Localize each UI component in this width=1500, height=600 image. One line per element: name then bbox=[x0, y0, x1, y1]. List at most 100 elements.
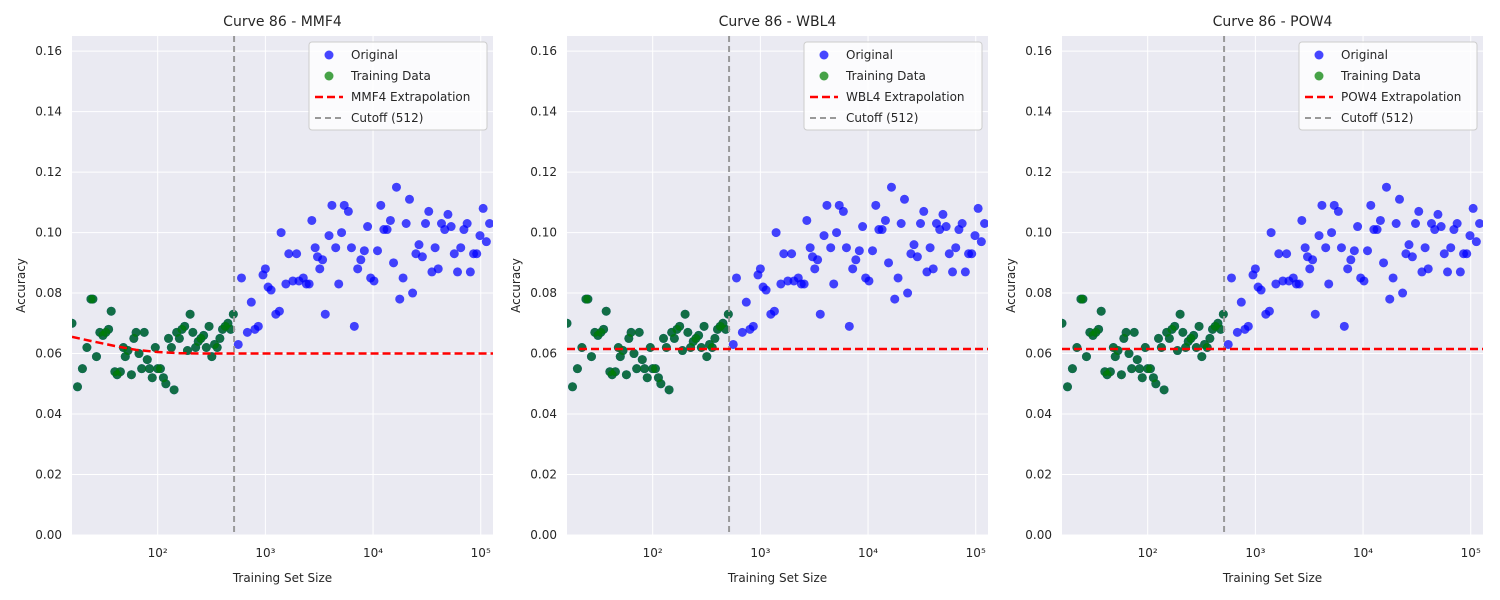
original-point bbox=[877, 225, 887, 235]
original-point bbox=[844, 321, 854, 331]
training-point bbox=[134, 349, 144, 359]
original-point bbox=[274, 306, 284, 316]
training-point bbox=[1189, 330, 1199, 340]
training-point bbox=[82, 342, 92, 352]
original-point bbox=[408, 288, 418, 298]
original-point bbox=[822, 200, 832, 210]
original-point bbox=[912, 252, 922, 262]
original-point bbox=[1339, 321, 1349, 331]
training-point bbox=[185, 309, 195, 319]
legend-marker-training bbox=[324, 71, 334, 81]
original-point bbox=[1232, 327, 1242, 337]
y-tick-label: 0.08 bbox=[35, 286, 62, 300]
training-point bbox=[142, 355, 152, 365]
original-point bbox=[1468, 203, 1478, 213]
training-point bbox=[721, 324, 731, 334]
training-point bbox=[1159, 385, 1169, 395]
original-point bbox=[1274, 249, 1284, 259]
x-tick-label: 10⁴ bbox=[858, 546, 878, 560]
original-point bbox=[276, 228, 286, 238]
legend-label: Training Data bbox=[1340, 69, 1421, 83]
original-point bbox=[1271, 279, 1281, 289]
training-point bbox=[1154, 333, 1164, 343]
x-tick-label: 10⁵ bbox=[471, 546, 491, 560]
original-point bbox=[1420, 243, 1430, 253]
training-point bbox=[723, 309, 733, 319]
original-point bbox=[304, 279, 314, 289]
training-point bbox=[126, 370, 136, 380]
original-point bbox=[731, 273, 741, 283]
original-point bbox=[1349, 246, 1359, 256]
x-tick-label: 10³ bbox=[1245, 546, 1265, 560]
y-tick-label: 0.10 bbox=[530, 226, 557, 240]
y-tick-label: 0.02 bbox=[530, 468, 557, 482]
original-point bbox=[1372, 225, 1382, 235]
y-axis-label: Accuracy bbox=[14, 258, 28, 313]
training-point bbox=[72, 318, 77, 328]
training-point bbox=[642, 373, 652, 383]
x-tick-label: 10⁵ bbox=[1461, 546, 1481, 560]
training-point bbox=[77, 364, 87, 374]
training-point bbox=[577, 342, 587, 352]
x-tick-label: 10² bbox=[148, 546, 168, 560]
original-point bbox=[233, 339, 243, 349]
legend: Original Training Data POW4 Extrapolation C… bbox=[1298, 41, 1478, 131]
original-point bbox=[475, 231, 485, 241]
original-point bbox=[787, 249, 797, 259]
original-point bbox=[1423, 264, 1433, 274]
training-point bbox=[669, 333, 679, 343]
original-point bbox=[909, 240, 919, 250]
training-point bbox=[1151, 379, 1161, 389]
original-point bbox=[266, 285, 276, 295]
training-point bbox=[699, 321, 709, 331]
training-point bbox=[707, 342, 717, 352]
original-point bbox=[1310, 309, 1320, 319]
legend-label: WBL4 Extrapolation bbox=[846, 90, 965, 104]
training-point bbox=[694, 330, 704, 340]
original-point bbox=[1266, 228, 1276, 238]
training-point bbox=[1202, 342, 1212, 352]
training-point bbox=[169, 385, 179, 395]
original-point bbox=[1226, 273, 1236, 283]
original-point bbox=[1243, 321, 1253, 331]
original-point bbox=[1343, 264, 1353, 274]
original-point bbox=[1394, 194, 1404, 204]
original-point bbox=[331, 243, 341, 253]
original-point bbox=[903, 288, 913, 298]
original-point bbox=[1336, 243, 1346, 253]
legend-label: Training Data bbox=[350, 69, 431, 83]
y-tick-label: 0.10 bbox=[1025, 226, 1052, 240]
original-point bbox=[1314, 231, 1324, 241]
training-point bbox=[1132, 355, 1142, 365]
original-point bbox=[281, 279, 291, 289]
legend-label: Cutoff (512) bbox=[351, 111, 423, 125]
training-point bbox=[1062, 318, 1067, 328]
original-point bbox=[741, 297, 751, 307]
original-point bbox=[769, 306, 779, 316]
x-axis-label: Training Set Size bbox=[232, 571, 332, 585]
original-point bbox=[1256, 285, 1266, 295]
training-point bbox=[572, 364, 582, 374]
chart-panel-mmf4: 0.00 0.02 0.04 0.06 0.08 0.10 0.12 0.14 0.16 10² 1… bbox=[14, 14, 493, 585]
training-point bbox=[1172, 346, 1182, 356]
original-point bbox=[802, 215, 812, 225]
original-point bbox=[1411, 219, 1421, 229]
y-axis-label: Accuracy bbox=[509, 258, 523, 313]
original-point bbox=[1297, 215, 1307, 225]
training-point bbox=[1078, 294, 1088, 304]
original-point bbox=[1250, 264, 1260, 274]
training-point bbox=[212, 342, 222, 352]
y-tick-label: 0.00 bbox=[530, 528, 557, 542]
original-point bbox=[848, 264, 858, 274]
original-point bbox=[896, 219, 906, 229]
original-point bbox=[433, 264, 443, 274]
original-point bbox=[1346, 255, 1356, 265]
training-point bbox=[702, 352, 712, 362]
training-point bbox=[73, 382, 83, 392]
original-point bbox=[815, 309, 825, 319]
original-point bbox=[1264, 306, 1274, 316]
training-point bbox=[710, 333, 720, 343]
original-point bbox=[1436, 222, 1446, 232]
training-point bbox=[150, 342, 160, 352]
original-point bbox=[465, 267, 475, 277]
